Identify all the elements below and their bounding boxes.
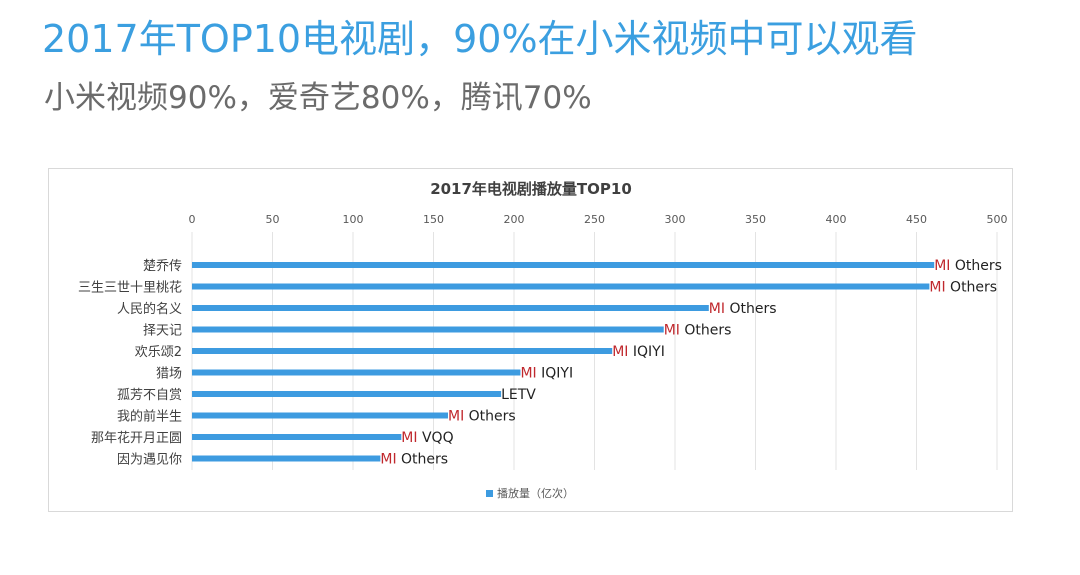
platform-tag: Others	[950, 280, 997, 296]
bar	[192, 455, 381, 462]
platform-tag: Others	[469, 409, 516, 425]
data-label: MI Others	[664, 323, 732, 339]
bars	[192, 262, 935, 462]
data-label: MI IQIYI	[612, 344, 665, 360]
x-tick-label: 250	[584, 213, 605, 226]
x-tick-label: 50	[266, 213, 280, 226]
legend: 播放量（亿次）	[486, 486, 574, 500]
mi-tag: MI	[709, 301, 730, 317]
data-label: MI Others	[380, 452, 448, 468]
bar	[192, 434, 402, 440]
bar	[192, 391, 502, 397]
x-axis-ticks: 0 50 100 150 200 250 300 350 400 450 500	[189, 213, 1008, 226]
legend-label: 播放量（亿次）	[497, 486, 574, 500]
platform-tag: IQIYI	[633, 344, 665, 360]
platform-tag: Others	[401, 452, 448, 468]
mi-tag: MI	[520, 366, 541, 382]
category-label: 三生三世十里桃花	[78, 280, 182, 296]
mi-tag: MI	[934, 258, 955, 274]
data-label: LETV	[501, 387, 536, 403]
platform-tag: Others	[955, 258, 1002, 274]
x-tick-label: 400	[826, 213, 847, 226]
mi-tag: MI	[401, 430, 422, 446]
platform-tag: Others	[729, 301, 776, 317]
category-label: 择天记	[143, 324, 182, 339]
mi-tag: MI	[612, 344, 633, 360]
data-label: MI Others	[448, 409, 516, 425]
platform-tag: VQQ	[422, 430, 454, 446]
platform-tag: IQIYI	[541, 366, 573, 382]
x-tick-label: 0	[189, 213, 196, 226]
x-tick-label: 450	[906, 213, 927, 226]
legend-swatch	[486, 490, 493, 497]
data-label: MI IQIYI	[520, 366, 573, 382]
bar	[192, 262, 935, 268]
chart-container	[48, 168, 1013, 512]
x-tick-label: 200	[504, 213, 525, 226]
mi-tag: MI	[664, 323, 685, 339]
category-label: 欢乐颂2	[135, 345, 182, 360]
category-label: 孤芳不自赏	[117, 388, 182, 403]
data-label: MI Others	[929, 280, 997, 296]
category-label: 因为遇见你	[117, 453, 182, 468]
x-tick-label: 350	[745, 213, 766, 226]
x-tick-label: 500	[987, 213, 1008, 226]
category-label: 我的前半生	[117, 409, 182, 425]
chart-title: 2017年电视剧播放量TOP10	[430, 180, 632, 198]
data-label: MI Others	[934, 258, 1002, 274]
category-label: 猎场	[156, 367, 182, 382]
platform-tag: Others	[684, 323, 731, 339]
platform-tag: LETV	[501, 387, 536, 403]
bar	[192, 305, 709, 311]
page-title: 2017年TOP10电视剧，90%在小米视频中可以观看	[42, 17, 918, 61]
mi-tag: MI	[929, 280, 950, 296]
mi-tag: MI	[380, 452, 401, 468]
mi-tag: MI	[448, 409, 469, 425]
x-tick-label: 150	[423, 213, 444, 226]
bar	[192, 348, 613, 354]
bar	[192, 412, 448, 419]
data-label: MI VQQ	[401, 430, 453, 446]
category-label: 楚乔传	[143, 259, 182, 274]
category-label: 那年花开月正圆	[91, 430, 182, 446]
x-tick-label: 100	[343, 213, 364, 226]
x-tick-label: 300	[665, 213, 686, 226]
category-label: 人民的名义	[117, 301, 182, 317]
data-label: MI Others	[709, 301, 777, 317]
bar	[192, 283, 930, 290]
page-subtitle: 小米视频90%，爱奇艺80%，腾讯70%	[44, 80, 592, 116]
bar	[192, 369, 521, 376]
bar	[192, 326, 664, 333]
